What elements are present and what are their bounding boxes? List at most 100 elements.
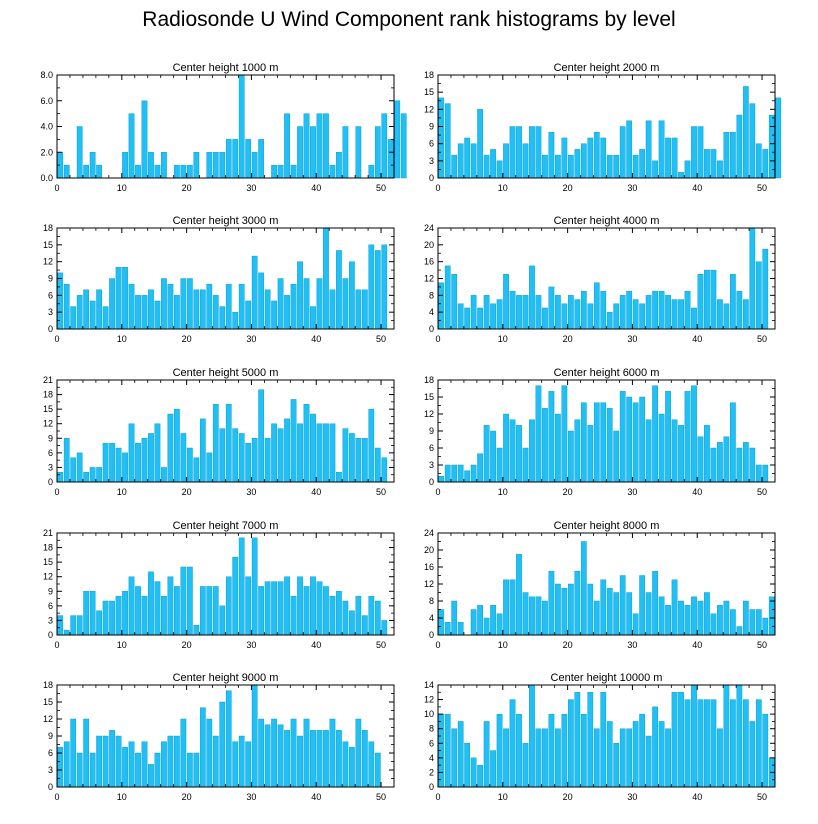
histogram-bar [600, 692, 607, 788]
histogram-bar [135, 442, 141, 483]
histogram-bar [76, 126, 83, 179]
histogram-bar [587, 425, 594, 483]
histogram-bar [496, 613, 503, 636]
panel-title: Center height 4000 m [554, 215, 660, 227]
histogram-bar [678, 172, 684, 179]
histogram-bar [70, 457, 77, 483]
x-tick-label: 50 [376, 487, 386, 497]
histogram-bar [174, 586, 180, 636]
histogram-bar [632, 154, 639, 179]
histogram-bar [652, 706, 658, 788]
histogram-panel: Center height 5000 m 0 3 6 9 12 15 18 21 0 10 20 30 4… [43, 367, 395, 497]
histogram-bar [704, 592, 710, 636]
histogram-bar [232, 557, 239, 636]
histogram-bar [381, 620, 388, 636]
histogram-bar [193, 152, 200, 179]
x-tick-label: 20 [182, 792, 192, 802]
histogram-bar [310, 730, 316, 788]
histogram-bar [723, 132, 730, 179]
histogram-panel: Center height 9000 m 0 3 6 9 12 15 18 0 10 20 30 40 5… [43, 672, 395, 802]
histogram-bar [730, 132, 736, 179]
histogram-bar [548, 713, 555, 788]
histogram-bar [755, 609, 762, 636]
histogram-bar [277, 278, 284, 330]
histogram-bar [186, 447, 193, 483]
histogram-bar [619, 126, 626, 179]
x-tick-label: 0 [435, 487, 440, 497]
histogram-bar [154, 164, 161, 179]
y-tick-label: 12 [424, 104, 434, 114]
y-tick-label: 16 [424, 562, 434, 572]
histogram-bar [470, 609, 477, 636]
histogram-bar [193, 625, 200, 636]
histogram-bar [310, 126, 316, 179]
histogram-bar [535, 385, 542, 483]
histogram-bar [310, 413, 316, 483]
panel-title: Center height 6000 m [554, 367, 660, 379]
histogram-bar [342, 428, 349, 483]
histogram-bar [342, 126, 349, 179]
histogram-bar [128, 741, 135, 788]
histogram-bar [115, 447, 122, 483]
histogram-bar [206, 586, 213, 636]
x-tick-label: 0 [435, 640, 440, 650]
y-tick-label: 15 [43, 240, 53, 250]
histogram-bar [555, 728, 561, 788]
histogram-bar [509, 699, 516, 788]
histogram-bar [206, 452, 213, 483]
histogram-bar [206, 283, 213, 330]
histogram-bar [122, 452, 128, 483]
histogram-bar [457, 721, 464, 788]
histogram-bar [639, 149, 646, 179]
histogram-bar [400, 113, 407, 179]
histogram-bar [336, 730, 342, 788]
histogram-bar [297, 126, 303, 179]
histogram-bar [490, 605, 496, 636]
histogram-bar [180, 433, 187, 483]
histogram-bar [290, 164, 297, 179]
histogram-bar [212, 735, 219, 788]
histogram-bar [762, 149, 769, 179]
histogram-bar [697, 436, 704, 483]
histogram-bar [762, 248, 769, 330]
histogram-bar [89, 752, 96, 788]
histogram-bar [342, 741, 349, 788]
histogram-bar [755, 143, 762, 179]
histogram-bar [522, 143, 529, 179]
x-tick-label: 10 [117, 334, 127, 344]
histogram-bar [691, 596, 697, 636]
histogram-bar [336, 472, 342, 483]
histogram-bar [600, 290, 607, 330]
x-tick-label: 50 [757, 640, 767, 650]
histogram-bar [438, 476, 445, 483]
histogram-bar [691, 126, 697, 179]
histogram-bar [717, 442, 723, 483]
x-tick-label: 40 [692, 334, 702, 344]
histogram-bar [141, 438, 148, 483]
y-tick-label: 0 [429, 477, 434, 487]
histogram-bar [63, 438, 70, 483]
histogram-bar [96, 610, 102, 636]
histogram-bar [154, 300, 161, 330]
histogram-bar [316, 730, 323, 788]
histogram-bar [219, 605, 226, 636]
histogram-bar [258, 586, 265, 636]
histogram-bar [477, 764, 483, 788]
histogram-bar [632, 721, 639, 788]
y-tick-label: 18 [424, 375, 434, 385]
histogram-bar [665, 605, 671, 636]
histogram-bar [768, 596, 775, 636]
histogram-bar [271, 581, 277, 636]
x-tick-label: 0 [54, 334, 59, 344]
y-tick-label: 6 [48, 748, 53, 758]
histogram-bar [490, 303, 496, 330]
histogram-bar [212, 152, 219, 179]
x-tick-label: 10 [498, 334, 508, 344]
histogram-bar [232, 139, 239, 179]
y-tick-label: 24 [424, 528, 434, 538]
histogram-bar [736, 290, 743, 330]
y-tick-label: 0 [48, 324, 53, 334]
histogram-panel: Center height 3000 m 0 3 6 9 12 15 18 0 10 20 30 40 5… [43, 215, 395, 344]
histogram-bar [749, 227, 756, 330]
histogram-bar [555, 154, 561, 179]
